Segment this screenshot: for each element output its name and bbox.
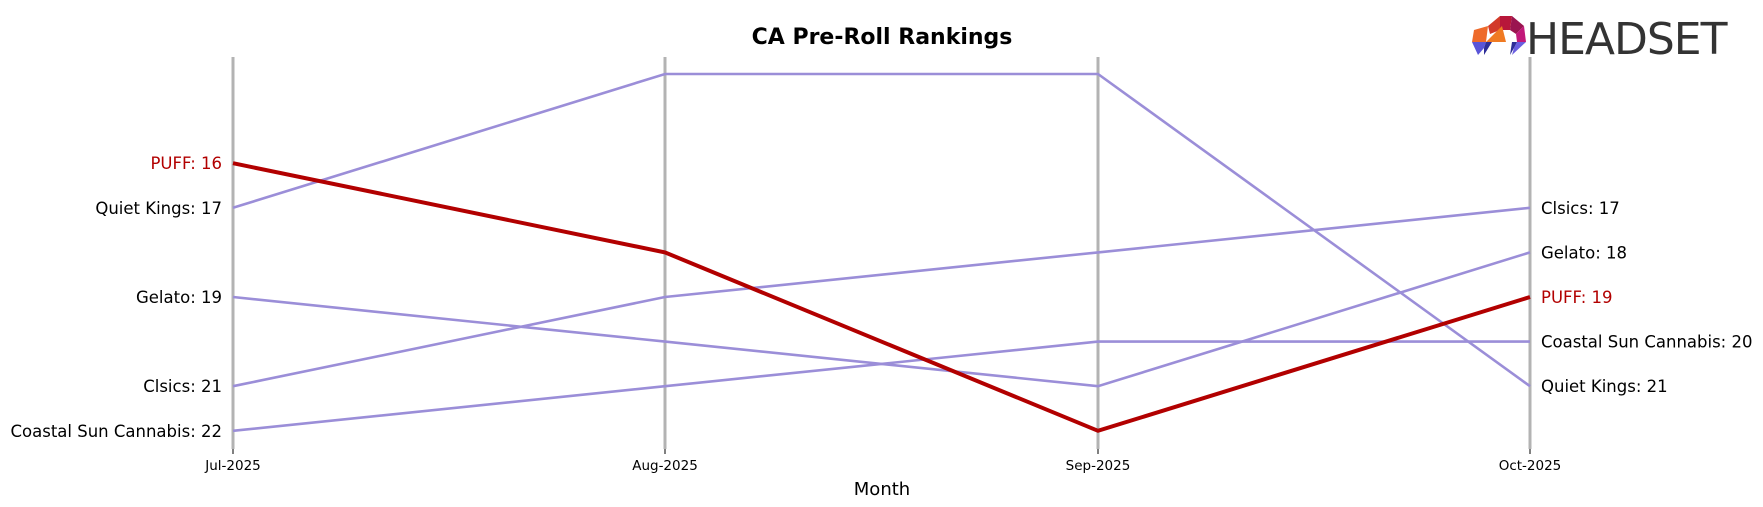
right-label: Coastal Sun Cannabis: 20 (1541, 333, 1752, 352)
left-label: Gelato: 19 (136, 288, 222, 307)
headset-logo: HEADSET (1472, 14, 1729, 65)
series-line-quiet-kings (232, 72, 1531, 388)
right-label: Clsics: 17 (1541, 199, 1620, 218)
series-labels: PUFF: 16 PUFF: 19 Quiet Kings: 17 Quiet Kin… (11, 154, 1753, 441)
series-line-gelato (232, 251, 1531, 388)
x-axis-title: Month (854, 479, 910, 500)
series-line-clsics (232, 206, 1531, 388)
left-label: Clsics: 21 (143, 377, 222, 396)
x-tick-label: Aug-2025 (632, 458, 698, 474)
left-label: Quiet Kings: 17 (95, 199, 222, 218)
chart-title: CA Pre-Roll Rankings (752, 25, 1013, 50)
x-tick-label: Jul-2025 (204, 458, 261, 474)
series-line-coastal-sun-cannabis (232, 340, 1530, 433)
headset-logo-icon (1472, 16, 1526, 55)
left-label: PUFF: 16 (150, 154, 222, 173)
right-label: Quiet Kings: 21 (1541, 377, 1668, 396)
series-lines (232, 72, 1531, 433)
right-label: Gelato: 18 (1541, 243, 1627, 262)
series-line-puff (232, 161, 1531, 433)
right-label: PUFF: 19 (1541, 288, 1613, 307)
headset-logo-text: HEADSET (1526, 14, 1728, 65)
month-axes: Jul-2025 Aug-2025 Sep-2025 Oct-2025 (204, 57, 1561, 474)
left-label: Coastal Sun Cannabis: 22 (11, 422, 222, 441)
x-tick-label: Sep-2025 (1066, 458, 1131, 474)
x-tick-label: Oct-2025 (1499, 458, 1562, 474)
